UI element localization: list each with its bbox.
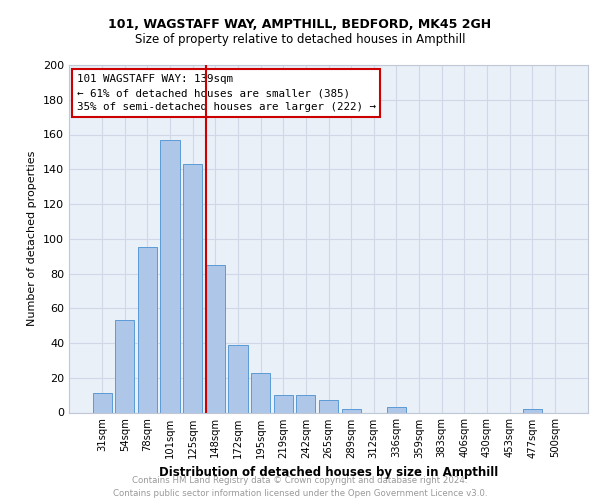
Text: 101, WAGSTAFF WAY, AMPTHILL, BEDFORD, MK45 2GH: 101, WAGSTAFF WAY, AMPTHILL, BEDFORD, MK…	[109, 18, 491, 30]
Bar	[296, 395, 316, 412]
Bar	[341, 409, 361, 412]
Bar	[387, 408, 406, 412]
Text: 101 WAGSTAFF WAY: 139sqm
← 61% of detached houses are smaller (385)
35% of semi-: 101 WAGSTAFF WAY: 139sqm ← 61% of detach…	[77, 74, 376, 112]
Bar	[229, 344, 248, 412]
Bar	[115, 320, 134, 412]
Bar	[138, 248, 157, 412]
Bar	[523, 409, 542, 412]
Bar	[251, 372, 270, 412]
Y-axis label: Number of detached properties: Number of detached properties	[28, 151, 37, 326]
Bar	[274, 395, 293, 412]
Text: Contains HM Land Registry data © Crown copyright and database right 2024.
Contai: Contains HM Land Registry data © Crown c…	[113, 476, 487, 498]
Bar	[319, 400, 338, 412]
Bar	[206, 265, 225, 412]
Bar	[160, 140, 180, 412]
Bar	[183, 164, 202, 412]
Bar	[92, 394, 112, 412]
X-axis label: Distribution of detached houses by size in Ampthill: Distribution of detached houses by size …	[159, 466, 498, 479]
Text: Size of property relative to detached houses in Ampthill: Size of property relative to detached ho…	[135, 32, 465, 46]
